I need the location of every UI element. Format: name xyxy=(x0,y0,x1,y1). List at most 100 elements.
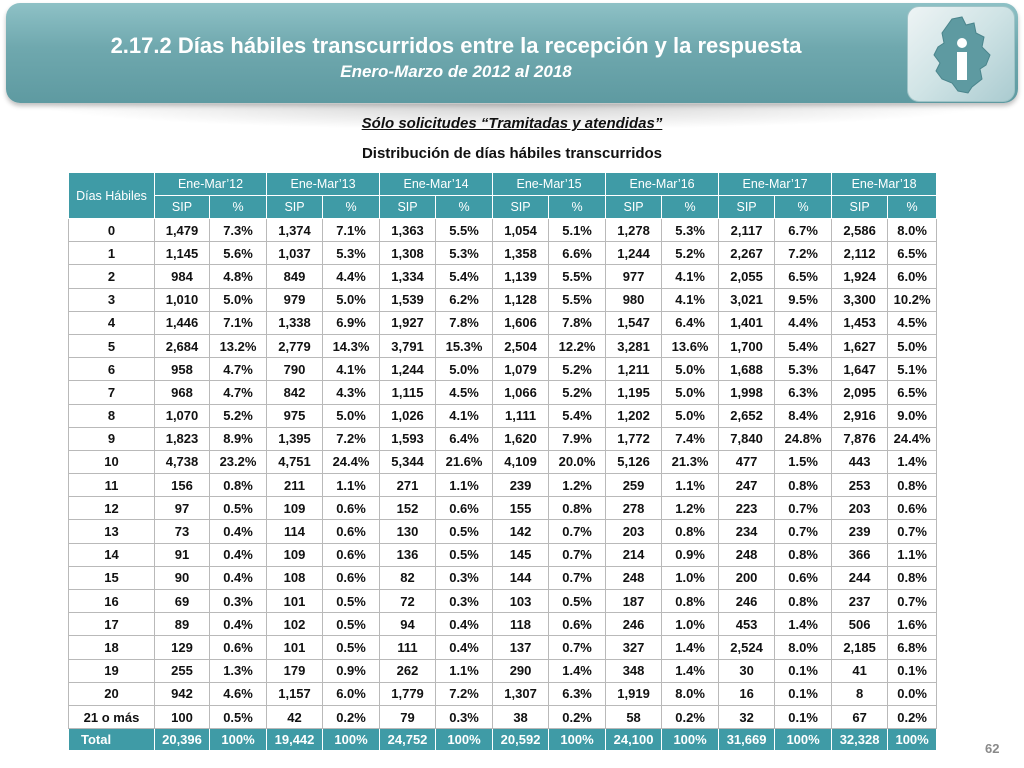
page-title: 2.17.2 Días hábiles transcurridos entre … xyxy=(110,33,802,58)
percent-cell: 1.2% xyxy=(548,473,607,498)
sip-cell: 1,606 xyxy=(492,310,550,335)
sip-cell: 1,338 xyxy=(266,310,324,335)
percent-cell: 5.2% xyxy=(548,380,607,405)
percent-cell: 0.6% xyxy=(322,519,381,544)
sip-cell: 1,195 xyxy=(605,380,663,405)
sip-cell: 2,524 xyxy=(718,635,776,660)
percent-cell: 1.1% xyxy=(435,658,494,683)
sip-cell: 211 xyxy=(266,473,324,498)
percent-cell: 0.8% xyxy=(208,473,268,498)
total-percent-cell: 100% xyxy=(435,728,494,752)
banner-shadow xyxy=(30,104,996,130)
sip-cell: 1,358 xyxy=(492,241,550,266)
sip-cell: 290 xyxy=(492,658,550,683)
days-cell: 18 xyxy=(68,635,155,660)
percent-cell: 1.3% xyxy=(208,658,268,683)
percent-cell: 0.6% xyxy=(887,496,938,521)
percent-cell: 4.1% xyxy=(661,264,720,289)
percent-cell: 6.5% xyxy=(887,380,938,405)
sip-cell: 255 xyxy=(154,658,210,683)
percent-cell: 6.8% xyxy=(887,635,938,660)
sip-cell: 262 xyxy=(379,658,437,683)
table-row: 15 90 0.4% 108 0.6% 82 0.3% 144 0.7% 248 1.0% 200 0.… xyxy=(68,565,938,591)
percent-header: % xyxy=(548,195,607,219)
period-header: Ene-Mar’17 xyxy=(718,172,833,196)
table-heading: Distribución de días hábiles transcurrid… xyxy=(361,145,663,162)
table-row: 8 1,070 5.2% 975 5.0% 1,026 4.1% 1,111 5.4% 1,202… xyxy=(68,403,938,428)
sip-cell: 2,779 xyxy=(266,333,324,359)
sip-cell: 366 xyxy=(831,542,889,567)
percent-cell: 0.1% xyxy=(774,704,833,730)
period-header: Ene-Mar’16 xyxy=(605,172,720,196)
percent-cell: 0.5% xyxy=(548,588,607,614)
percent-cell: 9.0% xyxy=(887,403,938,428)
percent-cell: 4.4% xyxy=(774,310,833,335)
total-label: Total xyxy=(68,728,155,752)
table-row: 10 4,738 23.2% 4,751 24.4% 5,344 21.6% 4,109 20.… xyxy=(68,449,938,475)
sip-cell: 111 xyxy=(379,635,437,660)
total-sip-cell: 20,396 xyxy=(154,728,210,752)
percent-cell: 1.0% xyxy=(661,565,720,591)
percent-cell: 5.4% xyxy=(774,333,833,359)
percent-cell: 7.8% xyxy=(435,310,494,335)
days-cell: 5 xyxy=(68,333,155,359)
table-row: 14 91 0.4% 109 0.6% 136 0.5% 145 0.7% 214 0.9% 248 0… xyxy=(68,542,938,567)
logo xyxy=(907,6,1015,102)
percent-cell: 0.3% xyxy=(435,565,494,591)
sip-cell: 849 xyxy=(266,264,324,289)
sip-header: SIP xyxy=(154,195,210,219)
total-sip-cell: 32,328 xyxy=(831,728,889,752)
percent-cell: 0.4% xyxy=(208,612,268,637)
days-cell: 11 xyxy=(68,473,155,498)
percent-cell: 20.0% xyxy=(548,449,607,475)
days-cell: 2 xyxy=(68,264,155,289)
percent-cell: 5.3% xyxy=(661,217,720,243)
percent-cell: 0.5% xyxy=(435,519,494,544)
percent-cell: 5.6% xyxy=(208,241,268,266)
table-row: 2 984 4.8% 849 4.4% 1,334 5.4% 1,139 5.5% 977 4.1%… xyxy=(68,264,938,289)
percent-cell: 0.7% xyxy=(774,519,833,544)
percent-cell: 0.2% xyxy=(661,704,720,730)
sip-cell: 1,278 xyxy=(605,217,663,243)
sip-cell: 8 xyxy=(831,681,889,706)
percent-cell: 4.6% xyxy=(208,681,268,706)
table-row: 21 o más 100 0.5% 42 0.2% 79 0.3% 38 0.2% 58 0.2% 3… xyxy=(68,704,938,730)
percent-cell: 7.2% xyxy=(322,426,381,451)
sip-cell: 100 xyxy=(154,704,210,730)
sip-cell: 271 xyxy=(379,473,437,498)
days-cell: 21 o más xyxy=(68,704,155,730)
sip-cell: 4,109 xyxy=(492,449,550,475)
table-row: 3 1,010 5.0% 979 5.0% 1,539 6.2% 1,128 5.5% 980 4.… xyxy=(68,287,938,312)
sip-cell: 239 xyxy=(492,473,550,498)
percent-cell: 0.7% xyxy=(548,542,607,567)
sip-cell: 2,095 xyxy=(831,380,889,405)
sip-cell: 247 xyxy=(718,473,776,498)
percent-cell: 6.2% xyxy=(435,287,494,312)
percent-cell: 0.1% xyxy=(774,658,833,683)
table-row: 1 1,145 5.6% 1,037 5.3% 1,308 5.3% 1,358 6.6% 1,2… xyxy=(68,241,938,266)
sip-cell: 246 xyxy=(605,612,663,637)
sip-cell: 73 xyxy=(154,519,210,544)
percent-cell: 0.2% xyxy=(322,704,381,730)
percent-cell: 0.0% xyxy=(887,681,938,706)
sip-cell: 130 xyxy=(379,519,437,544)
sip-cell: 1,066 xyxy=(492,380,550,405)
sip-cell: 7,840 xyxy=(718,426,776,451)
percent-cell: 4.7% xyxy=(208,380,268,405)
percent-cell: 0.8% xyxy=(887,473,938,498)
percent-cell: 5.0% xyxy=(208,287,268,312)
sip-cell: 1,779 xyxy=(379,681,437,706)
percent-cell: 21.3% xyxy=(661,449,720,475)
percent-cell: 0.6% xyxy=(208,635,268,660)
percent-cell: 1.6% xyxy=(887,612,938,637)
percent-cell: 0.8% xyxy=(774,473,833,498)
percent-cell: 0.9% xyxy=(322,658,381,683)
percent-cell: 1.4% xyxy=(887,449,938,475)
sip-header: SIP xyxy=(379,195,437,219)
percent-cell: 4.1% xyxy=(435,403,494,428)
sip-cell: 1,401 xyxy=(718,310,776,335)
sip-cell: 1,026 xyxy=(379,403,437,428)
percent-cell: 5.5% xyxy=(548,287,607,312)
percent-cell: 6.5% xyxy=(774,264,833,289)
percent-cell: 1.1% xyxy=(435,473,494,498)
